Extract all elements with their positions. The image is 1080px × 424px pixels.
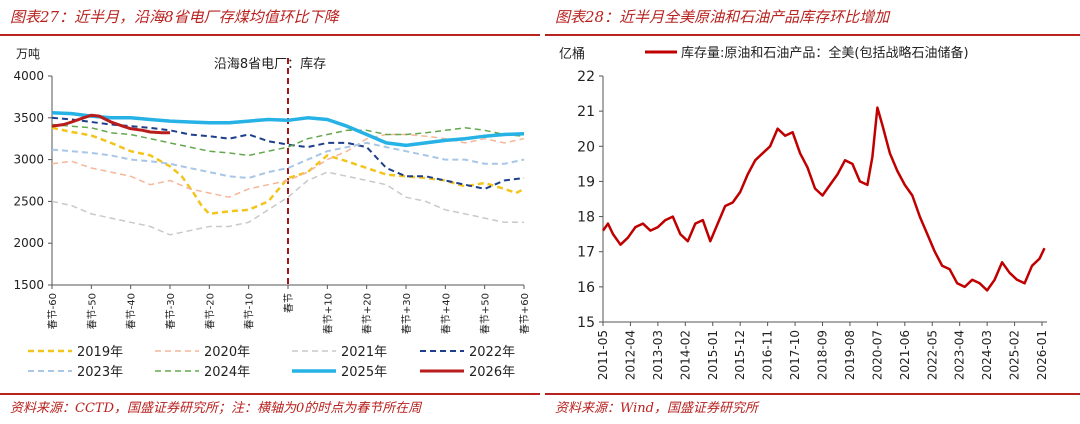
series-line-2025年 — [51, 111, 525, 148]
legend-label: 2025年 — [341, 365, 387, 380]
series-line-2023年 — [51, 141, 525, 179]
x-tick-label: 春节+40 — [440, 293, 452, 334]
x-tick-label: 2026-01 — [1035, 330, 1049, 380]
legend-label: 2024年 — [204, 365, 250, 380]
x-tick-label: 2023-04 — [953, 330, 967, 380]
y-tick-label: 2000 — [13, 236, 44, 250]
y-tick-label: 22 — [577, 69, 595, 85]
x-tick-label: 2015-01 — [706, 330, 720, 380]
right-figure-title: 图表28：近半月全美原油和石油产品库存环比增加 — [555, 8, 890, 26]
x-tick-label: 春节+20 — [362, 293, 374, 334]
left-source-note: 资料来源：CCTD，国盛证券研究所；注：横轴为0的时点为春节所在周 — [10, 401, 422, 416]
x-tick-label: 2012-04 — [623, 330, 637, 380]
y-tick-label: 1500 — [13, 278, 44, 292]
y-tick-label: 19 — [577, 174, 595, 190]
y-tick-label: 20 — [577, 139, 595, 155]
y-tick-label: 21 — [577, 104, 595, 120]
x-tick-label: 2022-05 — [925, 330, 939, 380]
right-title-rule — [545, 34, 1080, 36]
right-source-note: 资料来源：Wind，国盛证券研究所 — [555, 401, 758, 416]
x-tick-label: 2019-08 — [843, 330, 857, 380]
x-tick-label: 春节-60 — [47, 293, 59, 329]
legend-label: 2021年 — [341, 345, 387, 360]
x-tick-label: 春节+50 — [480, 293, 492, 334]
x-tick-label: 2018-09 — [816, 330, 830, 380]
y-tick-label: 17 — [577, 245, 595, 261]
right-source-rule — [545, 393, 1080, 395]
x-tick-label: 2025-02 — [1008, 330, 1022, 380]
right-chart: 15 16 17 18 19 20 21 22 亿桶 2011-05 2012-04 2013-03 2… — [559, 45, 1049, 380]
series-line-inventory — [601, 106, 1046, 292]
x-tick-label: 2011-05 — [596, 330, 610, 380]
legend-label: 库存量:原油和石油产品：全美(包括战略石油储备) — [681, 45, 969, 61]
legend-label: 2019年 — [77, 345, 123, 360]
right-figure-panel: 图表28：近半月全美原油和石油产品库存环比增加 15 16 17 18 19 20 21 22… — [545, 0, 1080, 424]
y-tick-label: 2500 — [13, 194, 44, 208]
x-tick-label: 春节-10 — [244, 293, 256, 329]
legend-label: 2023年 — [77, 365, 123, 380]
legend-label: 2026年 — [469, 365, 515, 380]
series-line-2019年 — [51, 126, 525, 216]
x-tick-label: 2015-12 — [733, 330, 747, 380]
y-tick-label: 15 — [577, 315, 595, 331]
x-tick-label: 2024-03 — [980, 330, 994, 380]
y-tick-label: 3000 — [13, 153, 44, 167]
y-axis-unit-label: 亿桶 — [559, 47, 585, 62]
x-tick-label: 2017-10 — [788, 330, 802, 380]
y-tick-label: 4000 — [13, 69, 44, 83]
x-tick-label: 春节 — [283, 293, 295, 313]
y-tick-label: 18 — [577, 210, 595, 226]
x-tick-label: 春节-40 — [126, 293, 138, 329]
y-tick-label: 16 — [577, 280, 595, 296]
left-figure-panel: 图表27：近半月，沿海8省电厂存煤均值环比下降 1500 2000 2500 3000… — [0, 8, 540, 416]
x-tick-label: 2016-11 — [761, 330, 775, 380]
x-tick-label: 春节-30 — [165, 293, 177, 329]
x-tick-label: 春节+30 — [401, 293, 413, 334]
series-line-2021年 — [51, 171, 524, 236]
legend-label: 2022年 — [469, 345, 515, 360]
x-tick-label: 春节-20 — [204, 293, 216, 329]
legend-label: 2020年 — [204, 345, 250, 360]
x-tick-label: 春节+60 — [519, 293, 531, 334]
x-tick-label: 2021-06 — [898, 330, 912, 380]
series-line-2026年 — [51, 113, 170, 135]
x-tick-label: 2014-02 — [678, 330, 692, 380]
y-axis-unit-label: 万吨 — [16, 47, 40, 61]
left-figure-title: 图表27：近半月，沿海8省电厂存煤均值环比下降 — [10, 8, 339, 26]
left-source-rule — [0, 393, 540, 395]
x-tick-label: 2013-03 — [651, 330, 665, 380]
x-tick-label: 春节+10 — [322, 293, 334, 334]
x-tick-label: 2020-07 — [870, 330, 884, 380]
y-tick-label: 3500 — [13, 111, 44, 125]
series-line-2024年 — [51, 123, 525, 157]
x-tick-label: 春节-50 — [86, 293, 98, 329]
chart-title: 沿海8省电厂：库存 — [214, 56, 326, 72]
left-title-rule — [0, 34, 540, 36]
